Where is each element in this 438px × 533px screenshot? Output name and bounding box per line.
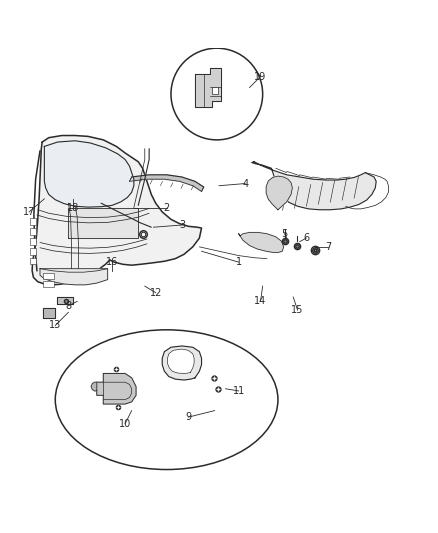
Text: 2: 2 [163,203,170,213]
Bar [43,272,54,279]
Bar [30,238,35,245]
Bar [30,248,35,255]
Polygon shape [97,374,136,404]
Bar [43,281,54,287]
Polygon shape [162,346,201,380]
Polygon shape [44,141,134,207]
Ellipse shape [55,330,278,470]
Text: 3: 3 [179,220,185,230]
Polygon shape [43,308,55,318]
Polygon shape [91,382,97,391]
Text: 4: 4 [242,179,248,189]
Polygon shape [68,207,138,238]
Text: 17: 17 [23,207,35,217]
Polygon shape [252,161,376,210]
Text: 6: 6 [303,233,309,243]
Text: 13: 13 [49,320,61,330]
Bar [30,218,35,224]
Text: 1: 1 [236,257,242,267]
Text: 16: 16 [106,257,118,267]
Polygon shape [239,232,284,253]
Bar [30,228,35,235]
Text: 14: 14 [254,296,267,306]
Polygon shape [40,269,108,285]
Text: 12: 12 [149,288,162,298]
Polygon shape [57,297,73,304]
Text: 18: 18 [67,203,79,213]
Circle shape [171,48,263,140]
Polygon shape [130,175,204,191]
Text: 5: 5 [281,229,288,239]
Text: 9: 9 [185,412,191,422]
Text: 19: 19 [254,71,267,82]
Text: 15: 15 [291,305,304,315]
Polygon shape [195,68,221,107]
Text: 8: 8 [65,301,71,311]
Bar [30,258,35,264]
Text: 11: 11 [233,386,245,396]
Text: 7: 7 [325,242,331,252]
Text: 10: 10 [119,419,131,429]
Polygon shape [167,349,194,374]
Bar [212,87,218,94]
Polygon shape [32,135,201,285]
Polygon shape [266,176,292,210]
